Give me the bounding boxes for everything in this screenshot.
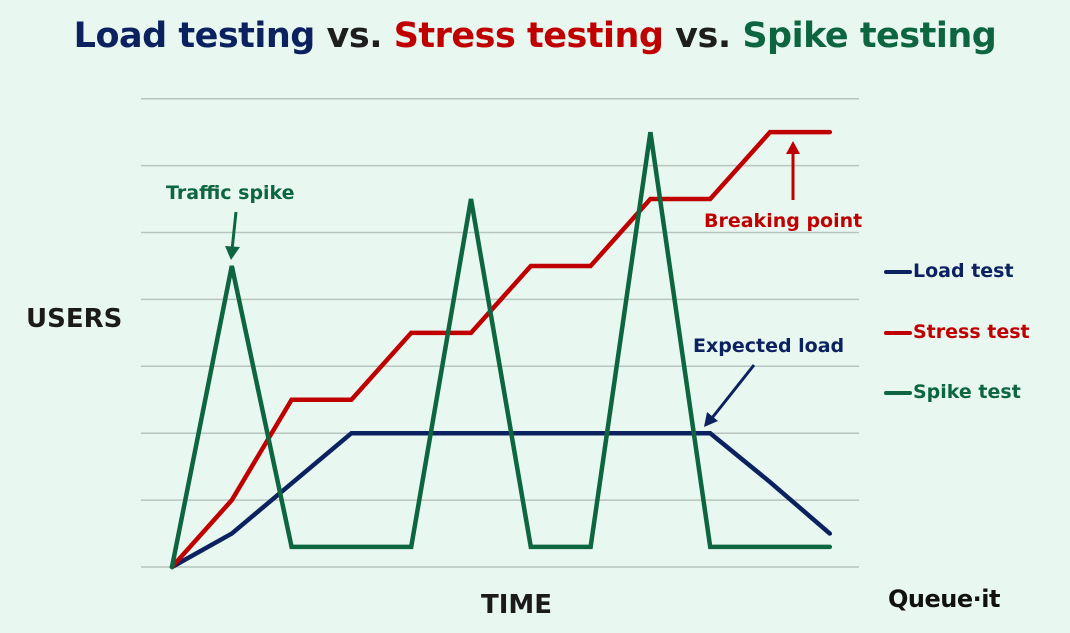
traffic-spike-arrow	[230, 211, 238, 251]
legend-item-spike: Spike test	[884, 381, 1021, 403]
title-vs-2: vs.	[663, 16, 743, 56]
legend-swatch-stress	[884, 330, 912, 335]
legend-swatch-spike	[884, 390, 912, 395]
breaking-point-label: Breaking point	[704, 210, 863, 232]
queue-it-logo: Queue·it	[888, 585, 1000, 613]
series-lines	[169, 129, 833, 570]
annotation-arrows	[225, 141, 800, 427]
traffic-spike-label: Traffic spike	[166, 182, 295, 204]
title-spike-testing: Spike testing	[742, 16, 997, 56]
legend-item-load: Load test	[884, 260, 1014, 282]
series-line-load-test	[169, 430, 833, 570]
series-line-spike-test	[169, 131, 833, 570]
legend-swatch-load	[884, 269, 912, 274]
y-axis-label: USERS	[26, 304, 123, 334]
x-axis-label: TIME	[481, 590, 553, 620]
legend-label-load: Load test	[913, 260, 1014, 282]
legend-label-stress: Stress test	[913, 321, 1030, 343]
title-vs-1: vs.	[314, 16, 394, 56]
legend-label-spike: Spike test	[913, 381, 1021, 403]
expected-load-arrowhead	[704, 412, 718, 427]
title-stress-testing: Stress testing	[393, 16, 664, 56]
legend-item-stress: Stress test	[884, 321, 1030, 343]
traffic-spike-arrowhead	[225, 246, 240, 260]
series-line-stress-test	[169, 129, 833, 570]
title-load-testing: Load testing	[73, 16, 316, 56]
gridlines	[141, 97, 859, 568]
chart-title: Load testing vs. Stress testing vs. Spik…	[0, 16, 1070, 56]
expected-load-arrow	[710, 364, 756, 419]
breaking-point-arrowhead	[786, 141, 800, 154]
expected-load-label: Expected load	[693, 335, 845, 357]
